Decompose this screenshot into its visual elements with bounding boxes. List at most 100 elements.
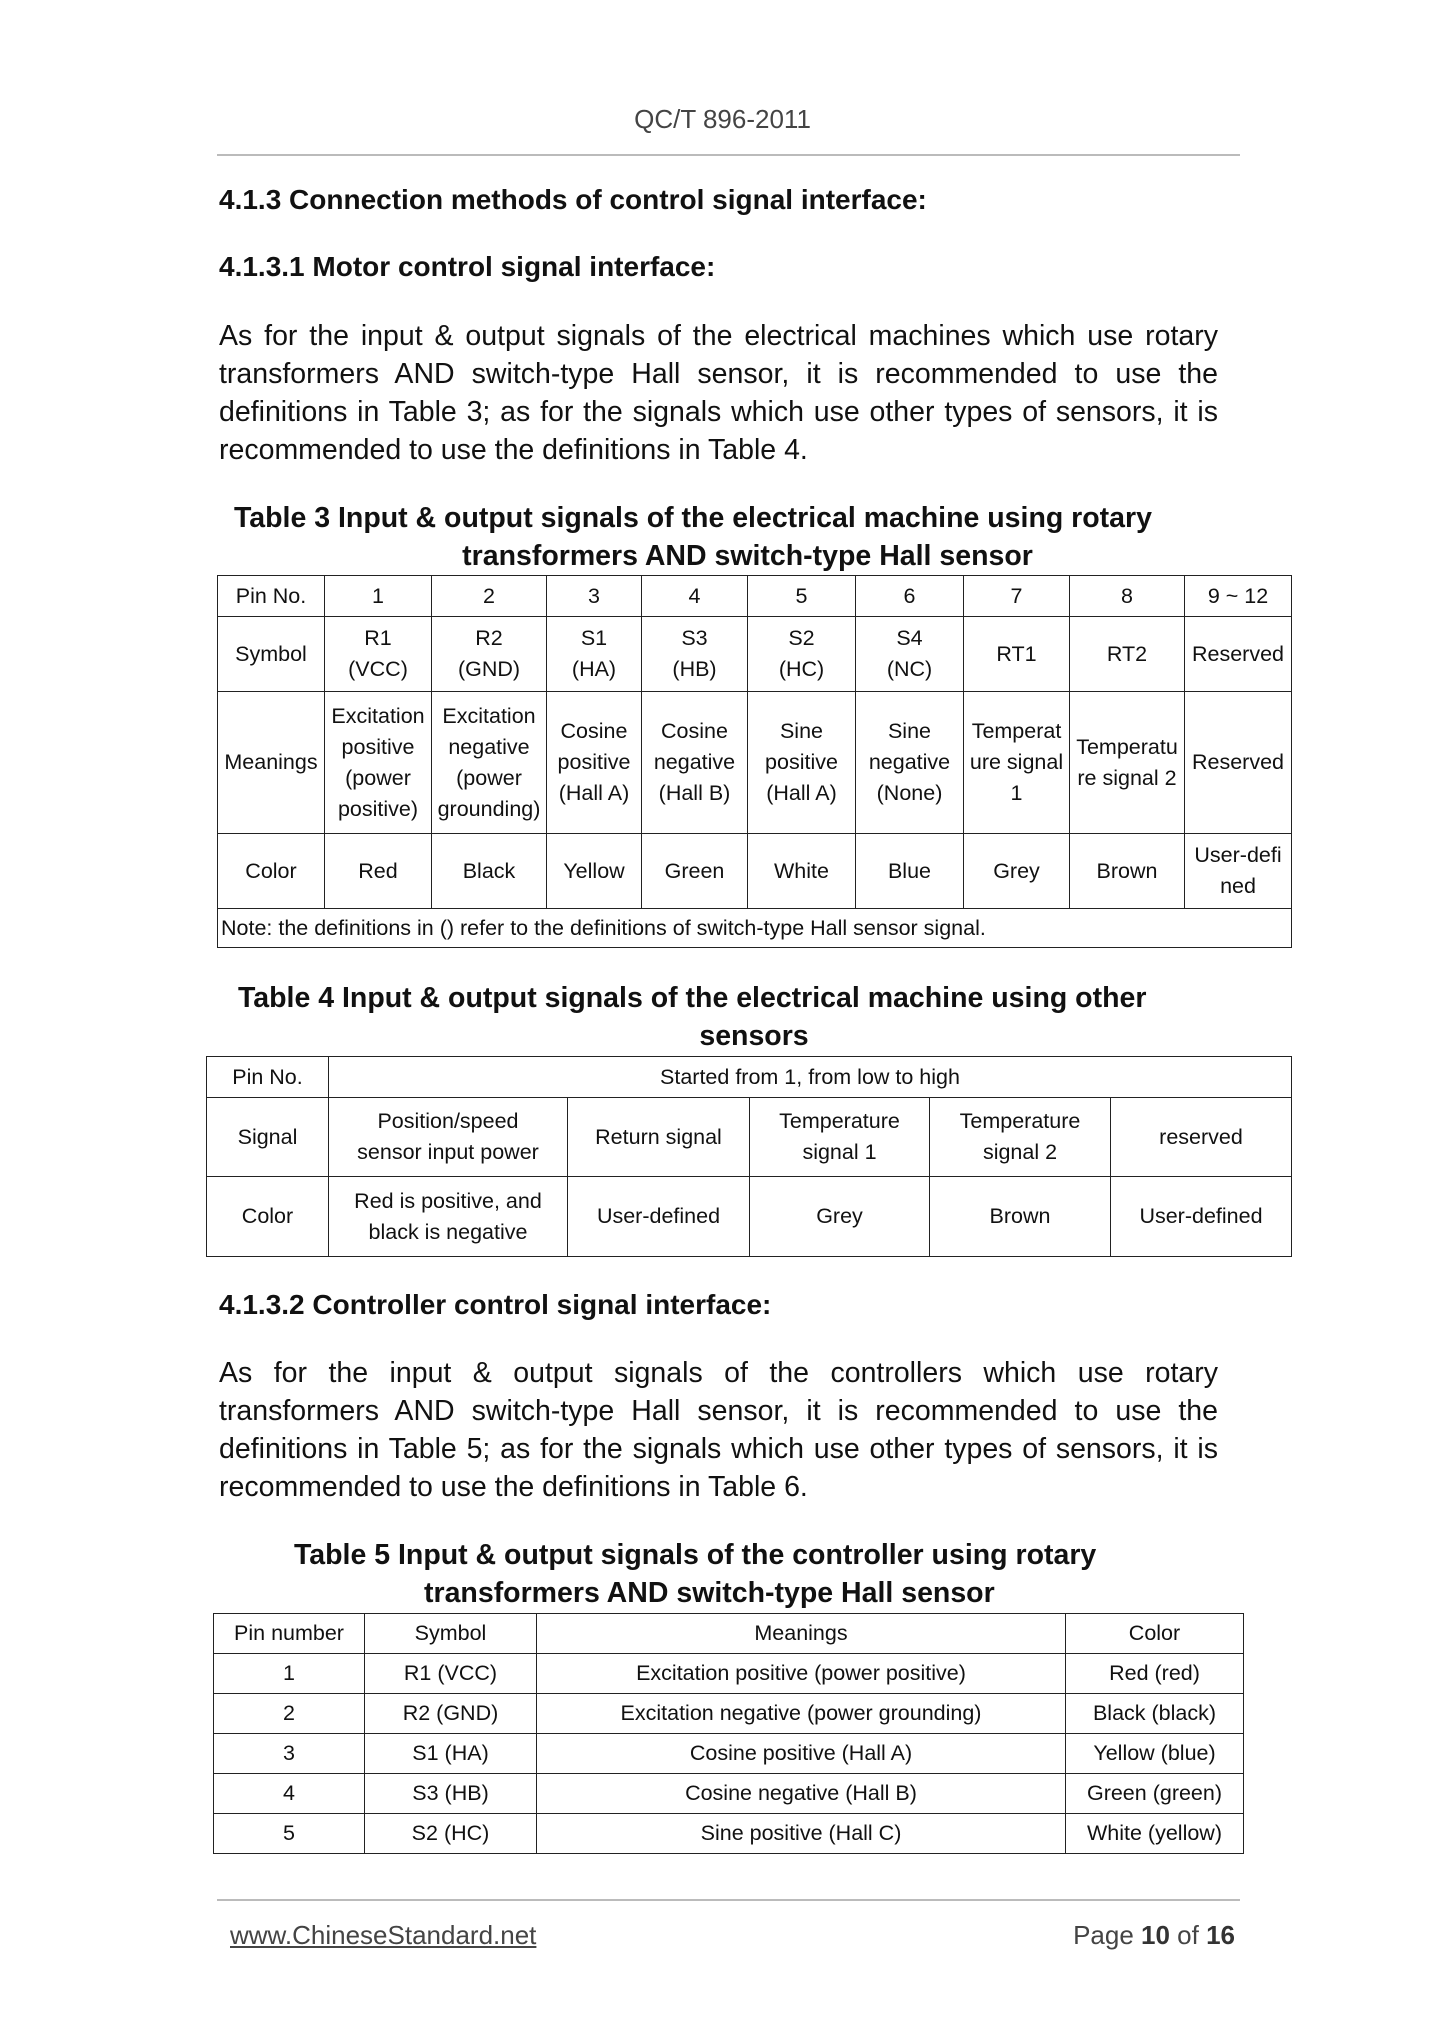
table-caption: Table 5 Input & output signals of the co… — [294, 1539, 1097, 1571]
website-link[interactable]: www.ChineseStandard.net — [230, 1920, 537, 1950]
section-heading: 4.1.3.2 Controller control signal interf… — [219, 1289, 772, 1320]
table-row: 5 S2 (HC) Sine positive (Hall C) White (yel… — [213, 1813, 1244, 1854]
table-cell: 2 — [213, 1693, 365, 1734]
section-heading: 4.1.3.1 Motor control signal interface: — [219, 251, 716, 282]
table-note: Note: the definitions in () refer to the… — [217, 908, 1292, 948]
table-row: 4 S3 (HB) Cosine negative (Hall B) Green (g… — [213, 1773, 1244, 1814]
table-cell: S4 (NC) — [855, 616, 964, 692]
table-cell: Pin No. — [217, 575, 325, 617]
table-cell: Temperature signal 2 — [929, 1097, 1111, 1177]
table-caption: Table 4 Input & output signals of the el… — [238, 982, 1147, 1014]
table-cell: Pin No. — [206, 1056, 329, 1098]
paragraph-line: definitions in Table 3; as for the signa… — [219, 396, 1218, 428]
table-cell: White (yellow) — [1065, 1813, 1244, 1854]
table-row: Symbol R1 (VCC) R2 (GND) S1 (HA) S3 (HB) S2 (… — [217, 616, 1292, 692]
table-cell: 4 — [213, 1773, 365, 1814]
table-cell: Symbol — [217, 616, 325, 692]
table-cell: Temperatu re signal 2 — [1069, 691, 1185, 834]
table-cell: 2 — [431, 575, 547, 617]
table-cell: Reserved — [1184, 616, 1292, 692]
page-prefix: Page — [1073, 1920, 1142, 1950]
table-cell: 6 — [855, 575, 964, 617]
table-cell: 5 — [747, 575, 856, 617]
table-cell: R2 (GND) — [431, 616, 547, 692]
table-cell: Blue — [855, 833, 964, 909]
table-cell: Green (green) — [1065, 1773, 1244, 1814]
table-cell: Red — [324, 833, 432, 909]
table-cell: Symbol — [364, 1613, 537, 1654]
section-heading: 4.1.3 Connection methods of control sign… — [219, 184, 927, 215]
table-cell: 7 — [963, 575, 1070, 617]
table-cell: S2 (HC) — [364, 1813, 537, 1854]
table-cell: Cosine negative (Hall B) — [641, 691, 748, 834]
table-cell: S1 (HA) — [364, 1733, 537, 1774]
table-caption: transformers AND switch-type Hall sensor — [424, 1577, 995, 1609]
table-cell: Brown — [929, 1176, 1111, 1257]
table-cell: Black (black) — [1065, 1693, 1244, 1734]
table-cell: Signal — [206, 1097, 329, 1177]
table-cell: Cosine positive (Hall A) — [536, 1733, 1066, 1774]
table-cell: Meanings — [217, 691, 325, 834]
table-row: 2 R2 (GND) Excitation negative (power grou… — [213, 1693, 1244, 1734]
footer-divider — [217, 1899, 1240, 1901]
table-cell: S2 (HC) — [747, 616, 856, 692]
table-cell: Excitation negative (power grounding) — [536, 1693, 1066, 1734]
page-number: Page 10 of 16 — [1073, 1920, 1235, 1951]
table-cell: Grey — [749, 1176, 930, 1257]
table-cell: RT1 — [963, 616, 1070, 692]
paragraph-line: transformers AND switch-type Hall sensor… — [219, 358, 1218, 390]
table-cell: RT2 — [1069, 616, 1185, 692]
table-cell: Grey — [963, 833, 1070, 909]
table-row: Color Red is positive, and black is negat… — [206, 1176, 1293, 1257]
table-cell: White — [747, 833, 856, 909]
table-cell: R1 (VCC) — [324, 616, 432, 692]
table-cell: Started from 1, from low to high — [327, 1056, 1293, 1098]
table-caption: transformers AND switch-type Hall sensor — [462, 540, 1033, 572]
table-cell: reserved — [1109, 1097, 1293, 1177]
table-cell: Red is positive, and black is negative — [328, 1176, 568, 1257]
table-cell: User-defi ned — [1184, 833, 1292, 909]
table-cell: Green — [641, 833, 748, 909]
table-cell: Sine positive (Hall C) — [536, 1813, 1066, 1854]
table-cell: Color — [206, 1176, 329, 1257]
paragraph-line: definitions in Table 5; as for the signa… — [219, 1433, 1218, 1465]
table-cell: Meanings — [536, 1613, 1066, 1654]
table-caption: Table 3 Input & output signals of the el… — [234, 502, 1152, 534]
table-3: Pin No. 1 2 3 4 5 6 7 8 9 ~ 12 Symbol R1 (VCC) R2 (G… — [217, 575, 1292, 948]
table-cell: 1 — [324, 575, 432, 617]
table-cell: 9 ~ 12 — [1184, 575, 1292, 617]
table-row: 1 R1 (VCC) Excitation positive (power posi… — [213, 1653, 1244, 1694]
paragraph-line: As for the input & output signals of the… — [219, 1357, 1218, 1389]
table-cell: 3 — [213, 1733, 365, 1774]
table-cell: Color — [1065, 1613, 1244, 1654]
table-cell: Black — [431, 833, 547, 909]
table-cell: 1 — [213, 1653, 365, 1694]
page-current: 10 — [1141, 1920, 1170, 1950]
table-cell: Cosine negative (Hall B) — [536, 1773, 1066, 1814]
table-cell: Color — [217, 833, 325, 909]
table-row: Signal Position/speed sensor input power R… — [206, 1097, 1293, 1177]
table-cell: R2 (GND) — [364, 1693, 537, 1734]
table-cell: Excitation positive (power positive) — [324, 691, 432, 834]
table-cell: S3 (HB) — [364, 1773, 537, 1814]
table-row: Meanings Excitation positive (power posit… — [217, 691, 1292, 834]
paragraph-line: recommended to use the definitions in Ta… — [219, 434, 808, 466]
table-row: Color Red Black Yellow Green White Blue Grey Bro… — [217, 833, 1292, 909]
table-cell: Excitation positive (power positive) — [536, 1653, 1066, 1694]
page-total: 16 — [1206, 1920, 1235, 1950]
table-cell: S3 (HB) — [641, 616, 748, 692]
table-cell: Yellow (blue) — [1065, 1733, 1244, 1774]
table-cell: R1 (VCC) — [364, 1653, 537, 1694]
table-cell: 8 — [1069, 575, 1185, 617]
table-row: Pin number Symbol Meanings Color — [213, 1613, 1244, 1654]
table-cell: Sine positive (Hall A) — [747, 691, 856, 834]
paragraph-line: transformers AND switch-type Hall sensor… — [219, 1395, 1218, 1427]
table-cell: Pin number — [213, 1613, 365, 1654]
table-cell: Temperat ure signal 1 — [963, 691, 1070, 834]
table-cell: S1 (HA) — [546, 616, 642, 692]
paragraph-line: recommended to use the definitions in Ta… — [219, 1471, 808, 1503]
table-row: 3 S1 (HA) Cosine positive (Hall A) Yellow (… — [213, 1733, 1244, 1774]
table-cell: Cosine positive (Hall A) — [546, 691, 642, 834]
table-5: Pin number Symbol Meanings Color 1 R1 (VCC) Ex… — [213, 1613, 1244, 1854]
table-cell: Yellow — [546, 833, 642, 909]
